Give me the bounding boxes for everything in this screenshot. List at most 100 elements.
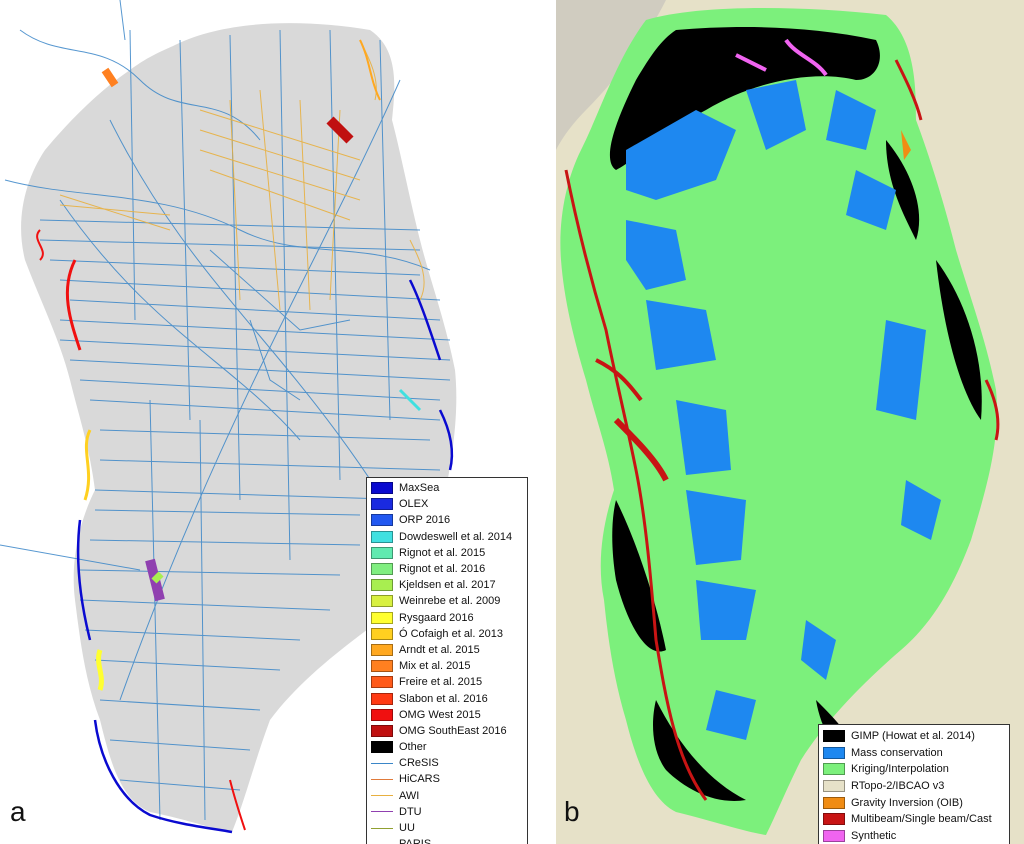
legend-label: OLEX (399, 498, 429, 511)
legend-swatch (371, 530, 393, 543)
legend-a-item-kjeldsen-et-al-2017: Kjeldsen et al. 2017 (371, 577, 523, 593)
legend-b-item-mass-conservation: Mass conservation (823, 745, 1005, 762)
legend-swatch (371, 482, 393, 495)
legend-a-item-slabon-et-al-2016: Slabon et al. 2016 (371, 690, 523, 706)
legend-swatch (823, 746, 845, 759)
legend-a-item-hicars: HiCARS (371, 771, 523, 787)
legend-a-item-omg-west-2015: OMG West 2015 (371, 707, 523, 723)
legend-label: Gravity Inversion (OIB) (851, 796, 963, 809)
legend-label: Mix et al. 2015 (399, 660, 471, 673)
legend-label: UU (399, 822, 415, 835)
legend-swatch (371, 676, 393, 689)
legend-a-item-paris: PARIS (371, 836, 523, 844)
legend-a-item-olex: OLEX (371, 496, 523, 512)
legend-a-item-weinrebe-et-al-2009: Weinrebe et al. 2009 (371, 593, 523, 609)
survey-tracks-map (0, 0, 457, 834)
legend-label: Kriging/Interpolation (851, 763, 949, 776)
legend-label: Rignot et al. 2016 (399, 563, 486, 576)
legend-line-key (371, 811, 393, 813)
legend-b-item-gravity-inversion-oib: Gravity Inversion (OIB) (823, 794, 1005, 811)
legend-swatch (371, 643, 393, 656)
legend-label: Rysgaard 2016 (399, 611, 474, 624)
legend-label: Multibeam/Single beam/Cast (851, 813, 992, 826)
legend-label: DTU (399, 805, 422, 818)
legend-label: Mass conservation (851, 746, 943, 759)
legend-a-item-cofaigh-et-al-2013: Ó Cofaigh et al. 2013 (371, 626, 523, 642)
legend-label: Other (399, 741, 427, 754)
legend-a-item-rignot-et-al-2016: Rignot et al. 2016 (371, 561, 523, 577)
legend-a-item-orp-2016: ORP 2016 (371, 512, 523, 528)
legend-line-key (371, 778, 393, 780)
legend-label: AWI (399, 789, 420, 802)
legend-swatch (371, 692, 393, 705)
mass-conservation-areas (626, 80, 941, 740)
legend-swatch (823, 829, 845, 842)
panel-label-a: a (10, 796, 26, 827)
legend-a-item-uu: UU (371, 820, 523, 836)
gravity-inversion-area (901, 130, 911, 160)
legend-a-item-maxsea: MaxSea (371, 480, 523, 496)
legend-swatch (371, 741, 393, 754)
legend-label: Slabon et al. 2016 (399, 692, 488, 705)
legend-b-item-synthetic: Synthetic (823, 828, 1005, 844)
legend-b-item-multibeam-single-beam-cast: Multibeam/Single beam/Cast (823, 811, 1005, 828)
legend-label: Synthetic (851, 829, 897, 842)
legend-line-key (371, 762, 393, 764)
legend-panel-b: GIMP (Howat et al. 2014) Mass conservatio… (818, 724, 1010, 844)
legend-swatch (371, 595, 393, 608)
legend-swatch (371, 498, 393, 511)
legend-a-item-rysgaard-2016: Rysgaard 2016 (371, 610, 523, 626)
legend-label: ORP 2016 (399, 514, 451, 527)
legend-label: Dowdeswell et al. 2014 (399, 530, 513, 543)
legend-label: MaxSea (399, 482, 440, 495)
legend-swatch (823, 796, 845, 809)
cresis-tracks (0, 0, 451, 821)
legend-label: Ó Cofaigh et al. 2013 (399, 627, 503, 640)
legend-swatch (371, 563, 393, 576)
legend-a-item-dowdeswell-et-al-2014: Dowdeswell et al. 2014 (371, 529, 523, 545)
legend-swatch (371, 627, 393, 640)
legend-line-key (371, 795, 393, 797)
legend-swatch (371, 611, 393, 624)
legend-a-item-arndt-et-al-2015: Arndt et al. 2015 (371, 642, 523, 658)
legend-a-item-freire-et-al-2015: Freire et al. 2015 (371, 674, 523, 690)
legend-swatch (371, 546, 393, 559)
panel-label-b: b (564, 796, 580, 827)
coastal-survey-lines (36, 39, 381, 831)
legend-label: Weinrebe et al. 2009 (399, 595, 501, 608)
legend-a-item-awi: AWI (371, 788, 523, 804)
legend-panel-a: MaxSea OLEX ORP 2016 Dowdeswell et al. 2014… (366, 477, 528, 844)
dowdeswell-tracks (398, 388, 422, 412)
coastal-maxsea-lines (76, 279, 454, 834)
legend-label: OMG SouthEast 2016 (399, 724, 507, 737)
bed-source-map (556, 0, 1000, 835)
multibeam-coastal-lines (564, 59, 1000, 801)
legend-swatch (371, 708, 393, 721)
legend-label: GIMP (Howat et al. 2014) (851, 730, 975, 743)
legend-a-item-omg-southeast-2016: OMG SouthEast 2016 (371, 723, 523, 739)
legend-swatch (371, 660, 393, 673)
legend-swatch (823, 730, 845, 743)
legend-label: Arndt et al. 2015 (399, 643, 480, 656)
legend-line-key (371, 827, 393, 829)
panel-a-survey-map: MaxSea OLEX ORP 2016 Dowdeswell et al. 2014… (0, 0, 528, 844)
legend-a-item-other: Other (371, 739, 523, 755)
legend-swatch (823, 813, 845, 826)
legend-label: CReSIS (399, 757, 439, 770)
legend-swatch (371, 514, 393, 527)
legend-label: HiCARS (399, 773, 440, 786)
legend-label: PARIS (399, 838, 431, 844)
panel-b-bed-source-map: GIMP (Howat et al. 2014) Mass conservatio… (556, 0, 1024, 844)
legend-label: Freire et al. 2015 (399, 676, 483, 689)
legend-b-item-gimp-howat-et-al-2014: GIMP (Howat et al. 2014) (823, 728, 1005, 745)
legend-b-item-rtopo-2-ibcao-v3: RTopo-2/IBCAO v3 (823, 778, 1005, 795)
legend-a-item-mix-et-al-2015: Mix et al. 2015 (371, 658, 523, 674)
awi-tracks (59, 39, 425, 311)
synthetic-areas (735, 38, 828, 77)
legend-label: Rignot et al. 2015 (399, 546, 486, 559)
legend-a-item-cresis: CReSIS (371, 755, 523, 771)
legend-b-item-kriging-interpolation: Kriging/Interpolation (823, 761, 1005, 778)
legend-label: Kjeldsen et al. 2017 (399, 579, 496, 592)
legend-swatch (371, 579, 393, 592)
legend-swatch (823, 780, 845, 793)
